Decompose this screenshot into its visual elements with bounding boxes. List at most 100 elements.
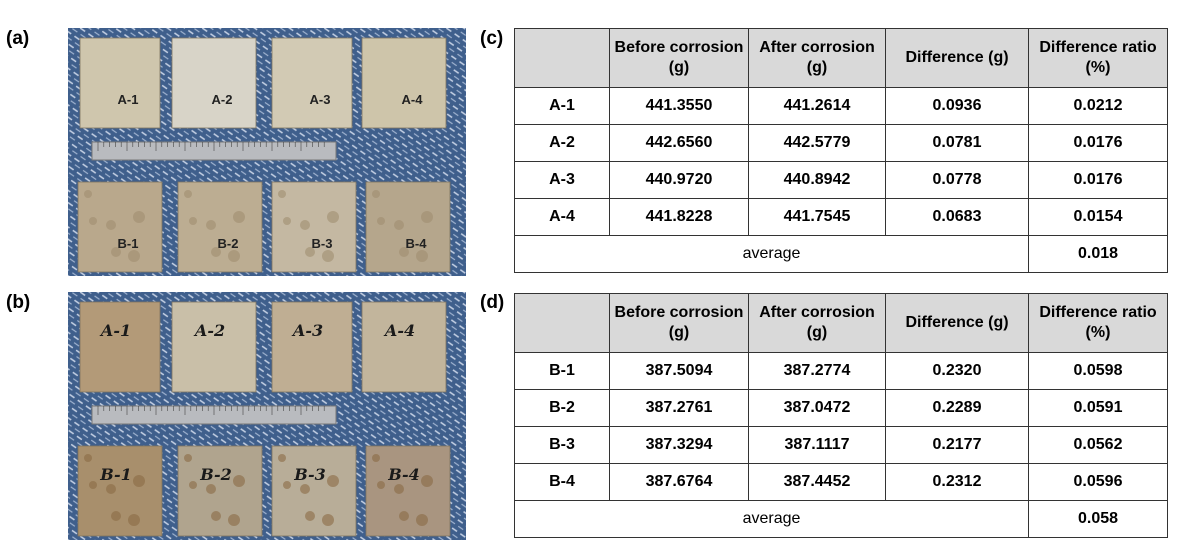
- panel-label: (b): [6, 292, 31, 313]
- corrosion-spot: [300, 484, 310, 494]
- sample-block: [171, 37, 257, 129]
- average-label: average: [514, 235, 1029, 273]
- average-value: 0.018: [1028, 235, 1168, 273]
- corrosion-spot: [278, 454, 286, 462]
- cell: 440.8942: [748, 161, 886, 199]
- cell: 0.0176: [1028, 161, 1168, 199]
- row-label: B-4: [514, 463, 610, 501]
- cell: 0.0154: [1028, 198, 1168, 236]
- cell: 0.0176: [1028, 124, 1168, 162]
- cell: 0.0683: [885, 198, 1029, 236]
- sample-label: A-3: [291, 321, 323, 340]
- table-row: B-1 387.5094 387.2774 0.2320 0.0598: [514, 352, 1168, 390]
- cell: 0.0781: [885, 124, 1029, 162]
- corrosion-spot: [305, 247, 315, 257]
- cell: 0.0591: [1028, 389, 1168, 427]
- corrosion-spot: [184, 454, 192, 462]
- row-label: B-2: [514, 389, 610, 427]
- cell: 387.1117: [748, 426, 886, 464]
- table-row: B-4 387.6764 387.4452 0.2312 0.0596: [514, 463, 1168, 501]
- corrosion-spot: [106, 484, 116, 494]
- cell: 440.9720: [609, 161, 749, 199]
- sample-label: A-1: [118, 92, 139, 107]
- cell: 0.0778: [885, 161, 1029, 199]
- header-cell: Difference ratio (%): [1028, 28, 1168, 88]
- cell: 0.0936: [885, 87, 1029, 125]
- row-label: B-3: [514, 426, 610, 464]
- header-cell: [514, 28, 610, 88]
- corrosion-spot: [377, 481, 385, 489]
- cell: 387.3294: [609, 426, 749, 464]
- header-cell: After corrosion (g): [748, 293, 886, 353]
- corrosion-spot: [377, 217, 385, 225]
- corrosion-spot: [128, 250, 140, 262]
- panel-label: (a): [6, 28, 30, 49]
- table-row: A-1 441.3550 441.2614 0.0936 0.0212: [514, 87, 1168, 125]
- sample-block: [271, 37, 353, 129]
- corrosion-spot: [399, 247, 409, 257]
- row-label: A-3: [514, 161, 610, 199]
- corrosion-spot: [327, 475, 339, 487]
- corrosion-spot: [128, 514, 140, 526]
- photo: A-1 A-2 A-3 A-4 B-1 B-2 B-3 B-4: [68, 28, 466, 276]
- sample-block: [271, 445, 357, 537]
- sample-block: [271, 301, 353, 393]
- corrosion-spot: [111, 247, 121, 257]
- corrosion-spot: [372, 190, 380, 198]
- corrosion-spot: [322, 250, 334, 262]
- sample-block: [361, 301, 447, 393]
- header-cell: Before corrosion (g): [609, 293, 749, 353]
- corrosion-spot: [394, 484, 404, 494]
- sample-label: B-1: [99, 465, 132, 484]
- corrosion-spot: [106, 220, 116, 230]
- average-row: average 0.018: [514, 235, 1168, 273]
- corrosion-spot: [228, 250, 240, 262]
- header-cell: Difference ratio (%): [1028, 293, 1168, 353]
- sample-label: A-2: [193, 321, 225, 340]
- row-label: A-2: [514, 124, 610, 162]
- corrosion-spot: [416, 514, 428, 526]
- corrosion-spot: [305, 511, 315, 521]
- cell: 0.2177: [885, 426, 1029, 464]
- sample-block: [177, 181, 263, 273]
- corrosion-spot: [211, 511, 221, 521]
- sample-block: [365, 445, 451, 537]
- cell: 0.2312: [885, 463, 1029, 501]
- corrosion-spot: [89, 217, 97, 225]
- sample-block: [271, 181, 357, 273]
- corrosion-spot: [206, 484, 216, 494]
- cell: 0.0598: [1028, 352, 1168, 390]
- corrosion-spot: [300, 220, 310, 230]
- cell: 387.2774: [748, 352, 886, 390]
- sample-label: A-2: [212, 92, 233, 107]
- header-row: Before corrosion (g) After corrosion (g) D…: [514, 28, 1168, 88]
- cell: 441.2614: [748, 87, 886, 125]
- corrosion-spot: [416, 250, 428, 262]
- sample-label: B-1: [118, 236, 139, 251]
- cell: 441.8228: [609, 198, 749, 236]
- header-cell: Difference (g): [885, 293, 1029, 353]
- cell: 0.0212: [1028, 87, 1168, 125]
- corrosion-spot: [233, 475, 245, 487]
- row-label: B-1: [514, 352, 610, 390]
- data-table: Before corrosion (g) After corrosion (g) D…: [514, 293, 1168, 538]
- cell: 0.0562: [1028, 426, 1168, 464]
- corrosion-spot: [189, 481, 197, 489]
- corrosion-spot: [322, 514, 334, 526]
- cell: 387.5094: [609, 352, 749, 390]
- sample-label: A-4: [383, 321, 415, 340]
- cell: 0.0596: [1028, 463, 1168, 501]
- sample-label: A-1: [99, 321, 131, 340]
- photo: A-1 A-2 A-3 A-4 B-1 B-2 B-3 B-4: [68, 292, 466, 540]
- cell: 387.4452: [748, 463, 886, 501]
- header-cell: After corrosion (g): [748, 28, 886, 88]
- average-label: average: [514, 500, 1029, 538]
- sample-block: [171, 301, 257, 393]
- corrosion-spot: [233, 211, 245, 223]
- panel-label: (d): [480, 292, 505, 313]
- cell: 441.7545: [748, 198, 886, 236]
- cell: 442.6560: [609, 124, 749, 162]
- table-row: A-4 441.8228 441.7545 0.0683 0.0154: [514, 198, 1168, 236]
- table-row: B-3 387.3294 387.1117 0.2177 0.0562: [514, 426, 1168, 464]
